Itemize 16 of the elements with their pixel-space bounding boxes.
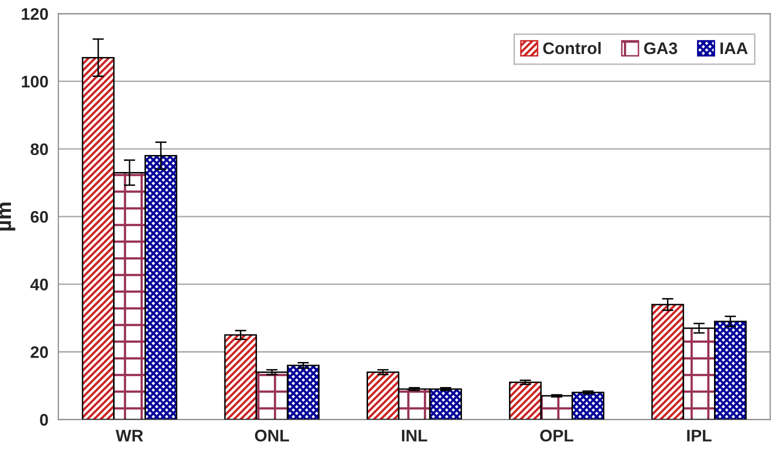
y-tick-label: 120 [22,8,48,20]
x-tick-label: IPL [687,430,712,442]
y-tick-label: 20 [30,346,48,358]
y-tick-label: 100 [22,76,48,88]
y-axis-title: µm [0,202,16,230]
x-tick-label: OPL [540,430,574,442]
y-tick-label: 60 [30,211,48,223]
legend-label: Control [543,42,601,54]
x-tick-label: ONL [255,430,289,442]
legend-label: IAA [720,42,748,54]
x-tick-label: WR [116,430,144,442]
y-tick-label: 0 [40,414,48,426]
y-tick-label: 80 [30,143,48,156]
x-tick-label: INL [402,430,428,442]
y-tick-label: 40 [30,278,48,290]
legend-label: GA3 [644,42,678,54]
